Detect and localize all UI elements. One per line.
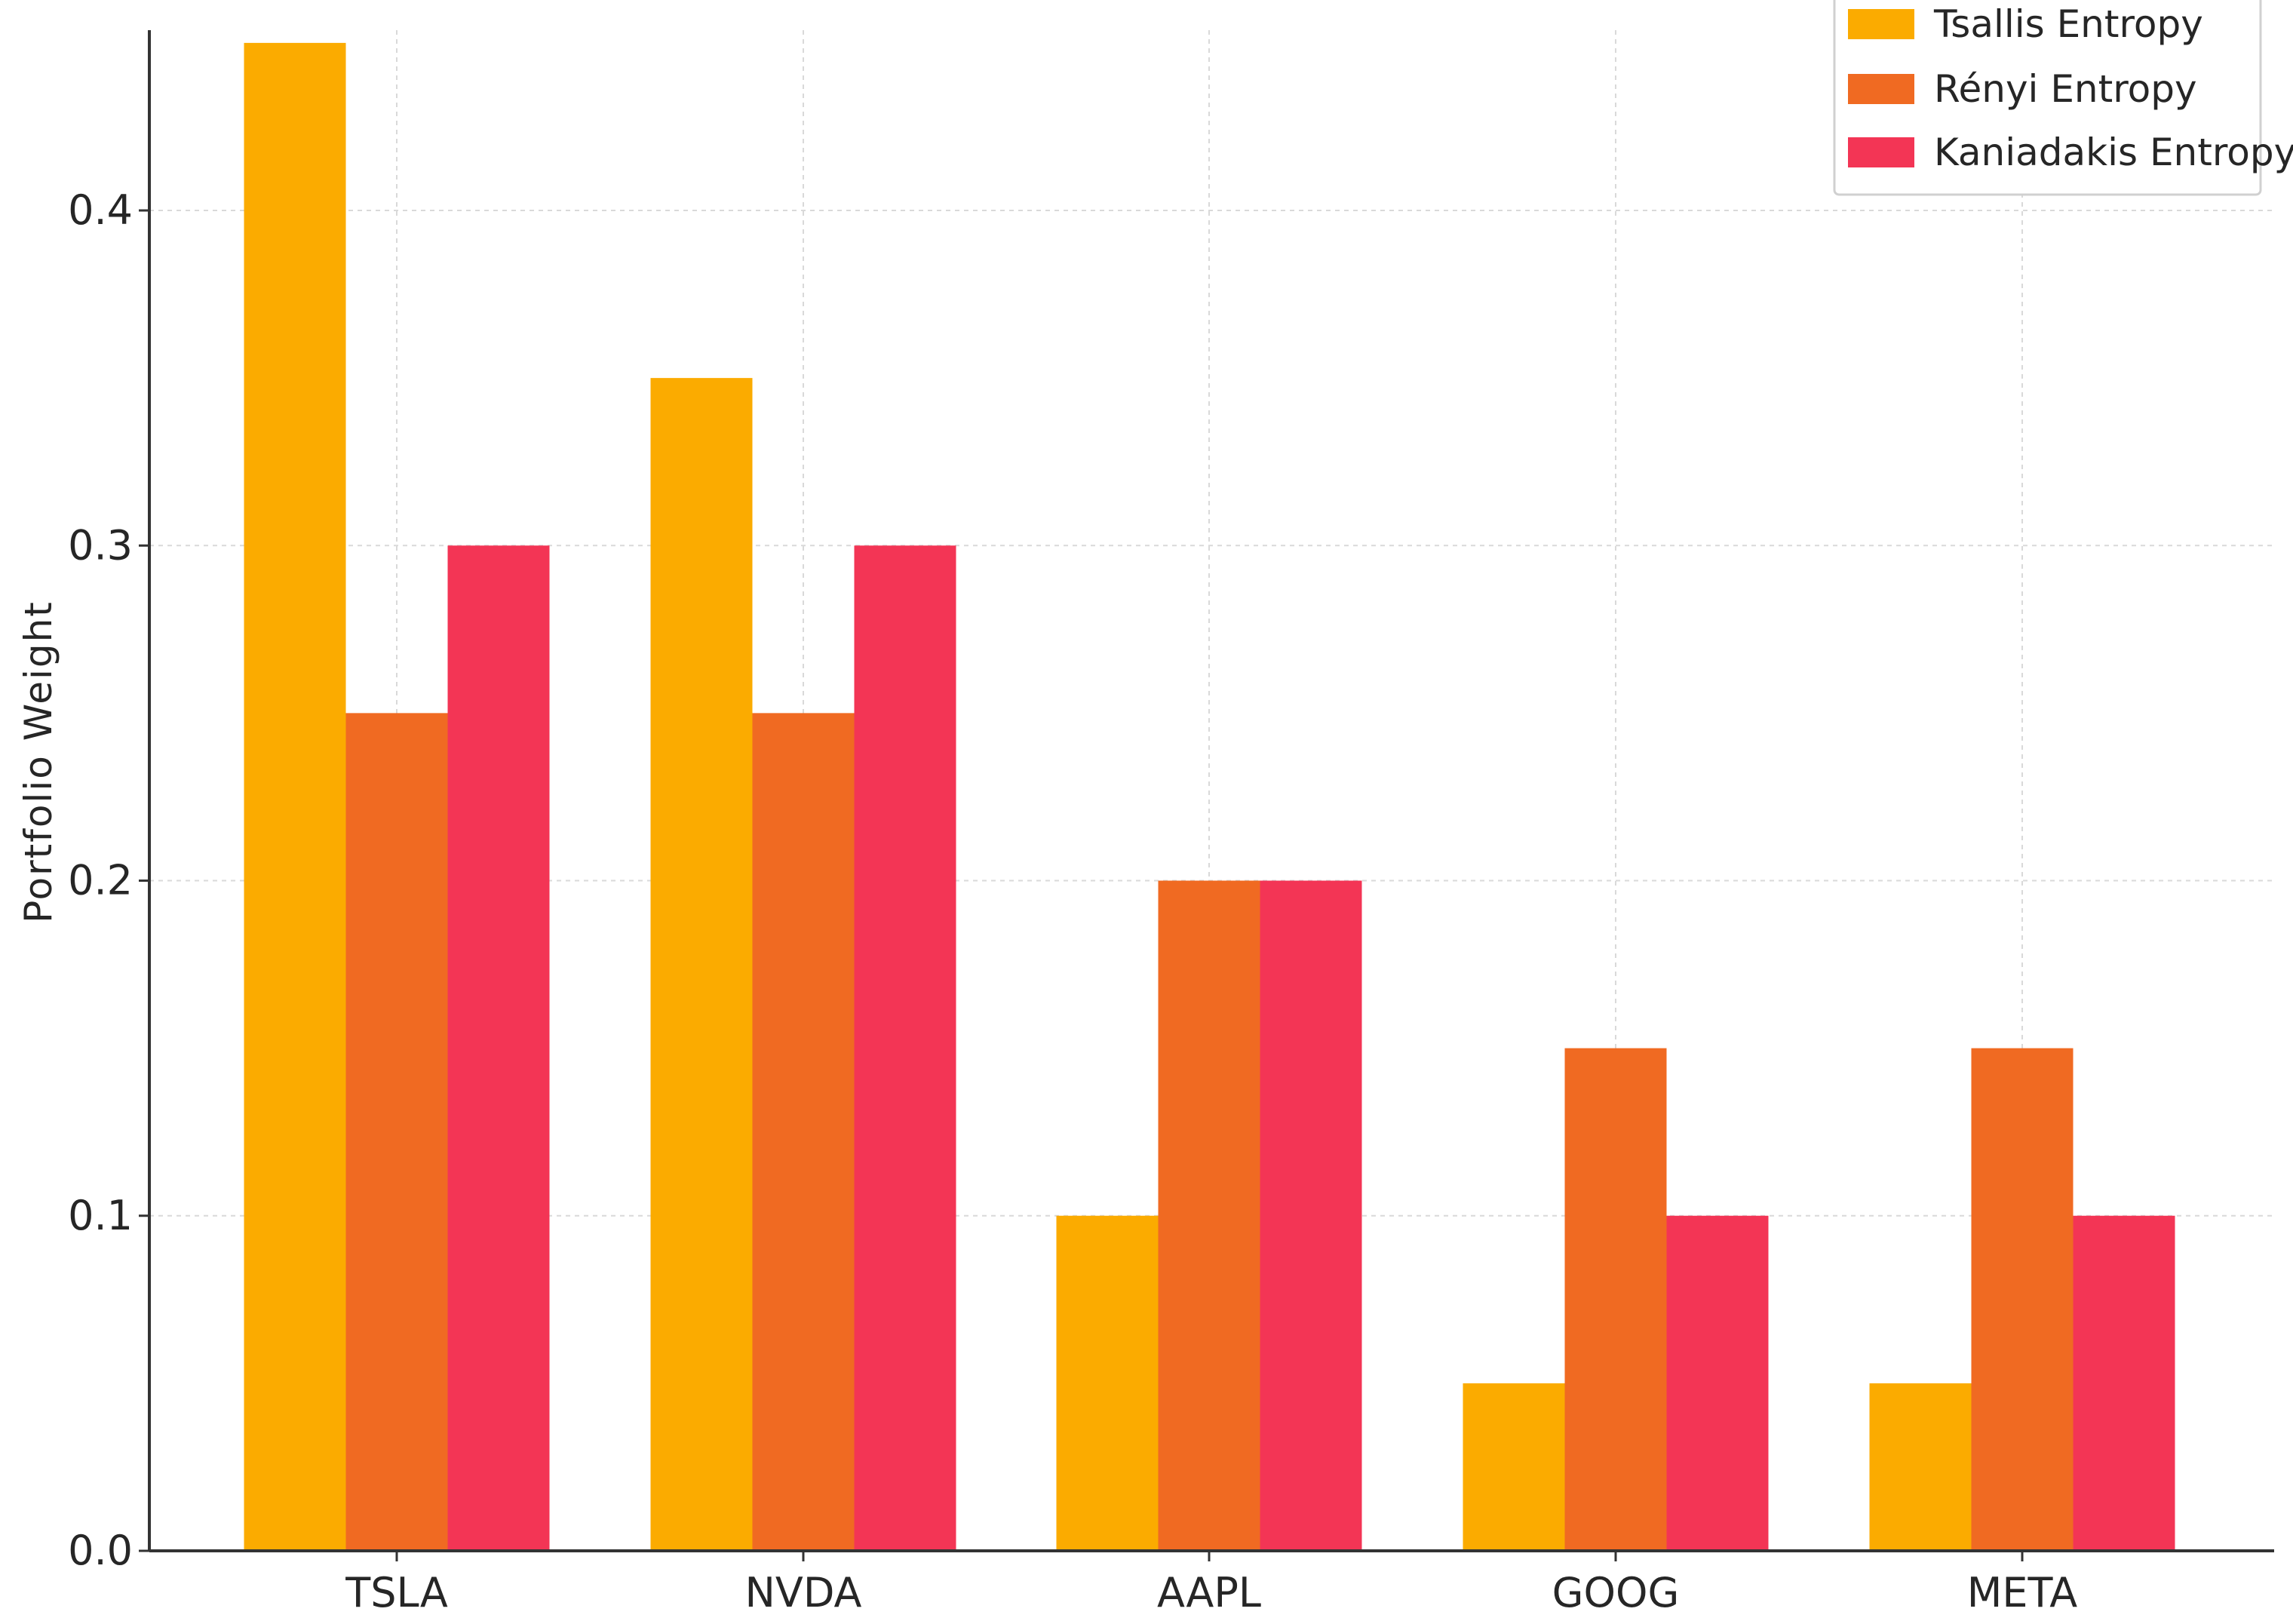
legend-swatch <box>1848 137 1914 167</box>
legend-label: Kaniadakis Entropy <box>1934 130 2293 174</box>
y-tick-label: 0.3 <box>68 521 133 569</box>
y-tick-label: 0.0 <box>68 1527 133 1574</box>
x-tick-labels: TSLA NVDA AAPL GOOG META <box>345 1551 2077 1616</box>
bar <box>1666 1215 1769 1551</box>
bar <box>1971 1048 2074 1551</box>
legend-box <box>1833 0 2262 196</box>
x-tick-label: AAPL <box>1157 1569 1261 1616</box>
bar <box>1056 1215 1159 1551</box>
bar <box>1869 1383 1972 1551</box>
x-tick-label: TSLA <box>345 1569 448 1616</box>
bar <box>1260 880 1362 1551</box>
bar <box>1463 1383 1565 1551</box>
bar <box>650 378 753 1551</box>
bar <box>1564 1048 1667 1551</box>
bar <box>447 545 550 1551</box>
bar <box>345 713 448 1551</box>
bars <box>244 42 2175 1551</box>
legend-label: Tsallis Entropy <box>1933 2 2203 46</box>
y-tick-labels: 0.0 0.1 0.2 0.3 0.4 <box>68 186 149 1574</box>
legend-swatch <box>1848 9 1914 39</box>
x-tick-label: NVDA <box>745 1569 862 1616</box>
legend: Tsallis Entropy Rényi Entropy Kaniadakis E… <box>1833 0 2293 196</box>
axes <box>148 30 2274 1552</box>
legend-swatch <box>1848 74 1914 104</box>
y-axis-title: Portfolio Weight <box>17 600 60 923</box>
bar <box>244 42 346 1551</box>
bar <box>2073 1215 2175 1551</box>
legend-label: Rényi Entropy <box>1934 67 2197 111</box>
bar <box>752 713 855 1551</box>
bar <box>854 545 956 1551</box>
x-tick-label: GOOG <box>1552 1569 1680 1616</box>
y-tick-label: 0.2 <box>68 857 133 904</box>
bar <box>1158 880 1260 1551</box>
y-tick-label: 0.4 <box>68 186 133 234</box>
y-tick-label: 0.1 <box>68 1192 133 1239</box>
x-tick-label: META <box>1967 1569 2078 1616</box>
